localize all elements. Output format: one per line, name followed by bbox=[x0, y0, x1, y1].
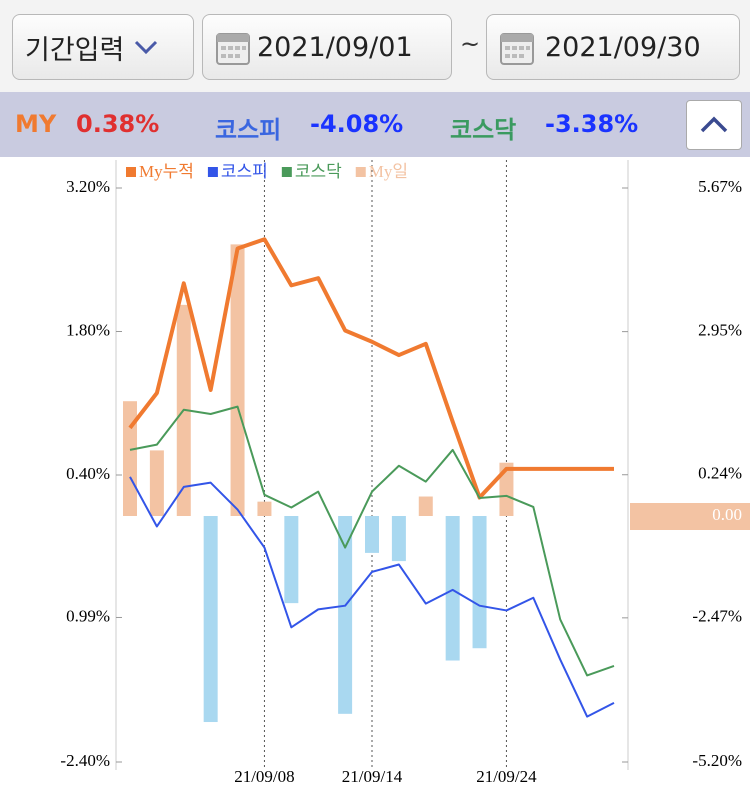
summary-name: MY bbox=[15, 110, 57, 138]
y-tick-label: 1.80% bbox=[66, 320, 110, 339]
legend-label: My일 bbox=[369, 162, 408, 181]
calendar-icon bbox=[216, 33, 250, 65]
y-tick-label: -2.40% bbox=[60, 751, 110, 770]
legend-label: 코스피 bbox=[221, 162, 268, 181]
legend-swatch bbox=[355, 167, 366, 177]
end-date: 2021/09/30 bbox=[545, 31, 701, 63]
end-date-button[interactable]: 2021/09/30 bbox=[486, 14, 740, 80]
line bbox=[129, 405, 615, 677]
bar bbox=[365, 516, 379, 553]
y2-tick-label: 0.24% bbox=[698, 464, 742, 483]
bar bbox=[499, 462, 514, 516]
bar bbox=[284, 516, 299, 604]
y2-tick-label: 5.67% bbox=[698, 177, 742, 196]
collapse-button[interactable] bbox=[686, 100, 742, 150]
summary-name: 코스닥 bbox=[450, 116, 517, 144]
period-button[interactable]: 기간입력 bbox=[12, 14, 194, 80]
legend-swatch bbox=[126, 167, 136, 177]
start-date: 2021/09/01 bbox=[257, 31, 413, 63]
caret-icon bbox=[700, 116, 728, 133]
y-tick-label: 3.20% bbox=[66, 177, 110, 196]
bar bbox=[230, 244, 245, 516]
period-label: 기간입력 bbox=[25, 34, 125, 66]
bar bbox=[338, 516, 353, 714]
legend-label: My누적 bbox=[139, 162, 194, 181]
zero-band bbox=[630, 503, 750, 530]
start-date-button[interactable]: 2021/09/01 bbox=[202, 14, 452, 80]
bar bbox=[149, 450, 164, 516]
legend-swatch bbox=[207, 167, 218, 177]
summary-value: 0.38% bbox=[76, 110, 160, 138]
bar bbox=[472, 516, 487, 649]
y-tick-label: 0.40% bbox=[66, 464, 110, 483]
calendar-icon bbox=[500, 33, 534, 65]
zero-label: 0.00 bbox=[712, 505, 742, 524]
summary-value: -4.08% bbox=[310, 110, 404, 138]
line bbox=[128, 237, 614, 500]
toolbar: 기간입력 2021/09/01 ~ 2021/09/30 bbox=[0, 0, 750, 92]
bar bbox=[203, 516, 218, 723]
summary-name: 코스피 bbox=[215, 116, 282, 144]
x-tick-label: 21/09/14 bbox=[342, 767, 403, 786]
chart: 3.20% 1.80% 0.40% 0.99% -2.40% 5.67% 2.95% 0.24… bbox=[60, 160, 750, 786]
summary-bar: MY 0.38% 코스피 -4.08% 코스닥 -3.38% bbox=[0, 92, 750, 157]
legend-label: 코스닥 bbox=[295, 162, 342, 181]
line bbox=[129, 476, 615, 718]
x-tick-label: 21/09/24 bbox=[476, 767, 537, 786]
summary-value: -3.38% bbox=[545, 110, 639, 138]
y2-tick-label: -2.47% bbox=[692, 607, 742, 626]
y-tick-label: 0.99% bbox=[66, 606, 110, 625]
chevron bbox=[135, 40, 158, 55]
y2-tick-label: 2.95% bbox=[698, 321, 742, 340]
legend-swatch bbox=[281, 167, 292, 177]
bar bbox=[391, 516, 406, 562]
bar bbox=[445, 516, 460, 661]
x-tick-label: 21/09/08 bbox=[234, 767, 294, 786]
date-separator: ~ bbox=[460, 30, 481, 58]
y2-tick-label: -5.20% bbox=[692, 751, 742, 770]
bar bbox=[418, 496, 433, 516]
bar bbox=[123, 401, 137, 516]
bar bbox=[257, 501, 272, 516]
